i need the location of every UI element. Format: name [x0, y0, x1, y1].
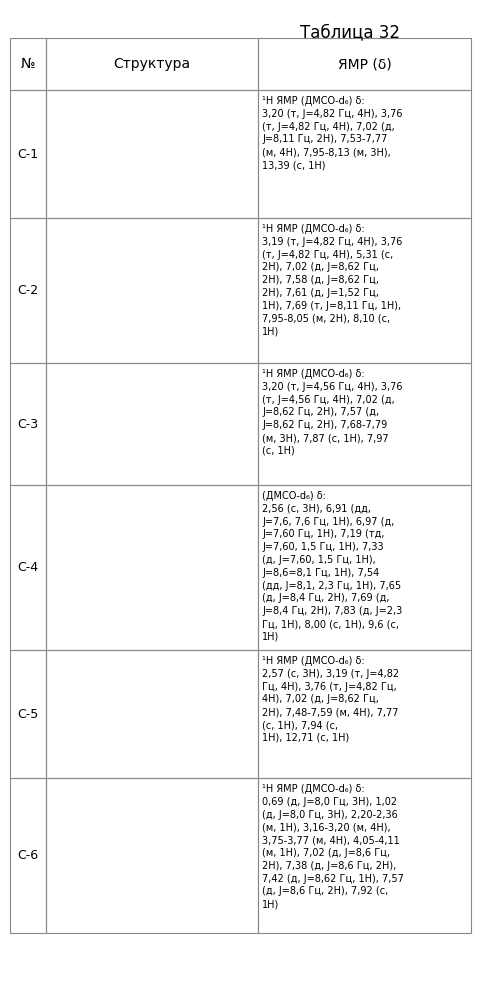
Bar: [10, 38, 46, 90]
Text: ЯМР (δ): ЯМР (δ): [337, 57, 391, 71]
Text: ¹Н ЯМР (ДМСО-d₆) δ:
0,69 (д, J=8,0 Гц, 3Н), 1,02
(д, J=8,0 Гц, 3Н), 2,20-2,36
(м: ¹Н ЯМР (ДМСО-d₆) δ: 0,69 (д, J=8,0 Гц, 3…: [262, 784, 403, 909]
Text: ¹Н ЯМР (ДМСО-d₆) δ:
3,19 (т, J=4,82 Гц, 4Н), 3,76
(т, J=4,82 Гц, 4Н), 5,31 (с,
2: ¹Н ЯМР (ДМСО-d₆) δ: 3,19 (т, J=4,82 Гц, …: [262, 224, 402, 336]
Text: С-1: С-1: [17, 148, 38, 161]
Text: Таблица 32: Таблица 32: [300, 23, 399, 41]
Bar: [257, 363, 470, 485]
Text: ¹Н ЯМР (ДМСО-d₆) δ:
3,20 (т, J=4,82 Гц, 4Н), 3,76
(т, J=4,82 Гц, 4Н), 7,02 (д,
J: ¹Н ЯМР (ДМСО-d₆) δ: 3,20 (т, J=4,82 Гц, …: [262, 96, 402, 170]
Bar: [46, 650, 257, 778]
Text: Структура: Структура: [113, 57, 190, 71]
Bar: [257, 778, 470, 933]
Bar: [46, 90, 257, 218]
Text: ¹Н ЯМР (ДМСО-d₆) δ:
2,57 (с, 3Н), 3,19 (т, J=4,82
Гц, 4Н), 3,76 (т, J=4,82 Гц,
4: ¹Н ЯМР (ДМСО-d₆) δ: 2,57 (с, 3Н), 3,19 (…: [262, 656, 398, 743]
Bar: [46, 778, 257, 933]
Bar: [10, 218, 46, 363]
Bar: [257, 650, 470, 778]
Bar: [257, 90, 470, 218]
Text: С-6: С-6: [17, 849, 38, 862]
Text: С-4: С-4: [17, 561, 38, 574]
Bar: [10, 650, 46, 778]
Bar: [46, 363, 257, 485]
Bar: [10, 778, 46, 933]
Text: С-2: С-2: [17, 284, 38, 297]
Text: (ДМСО-d₆) δ:
2,56 (с, 3Н), 6,91 (дд,
J=7,6, 7,6 Гц, 1Н), 6,97 (д,
J=7,60 Гц, 1Н): (ДМСО-d₆) δ: 2,56 (с, 3Н), 6,91 (дд, J=7…: [262, 491, 401, 642]
Bar: [46, 485, 257, 650]
Text: С-3: С-3: [17, 417, 38, 430]
Bar: [10, 90, 46, 218]
Text: С-5: С-5: [17, 708, 38, 721]
Bar: [10, 485, 46, 650]
Bar: [10, 363, 46, 485]
Bar: [46, 218, 257, 363]
Bar: [257, 38, 470, 90]
Bar: [257, 218, 470, 363]
Bar: [46, 38, 257, 90]
Text: ¹Н ЯМР (ДМСО-d₆) δ:
3,20 (т, J=4,56 Гц, 4Н), 3,76
(т, J=4,56 Гц, 4Н), 7,02 (д,
J: ¹Н ЯМР (ДМСО-d₆) δ: 3,20 (т, J=4,56 Гц, …: [262, 369, 402, 456]
Text: №: №: [21, 57, 35, 71]
Bar: [257, 485, 470, 650]
